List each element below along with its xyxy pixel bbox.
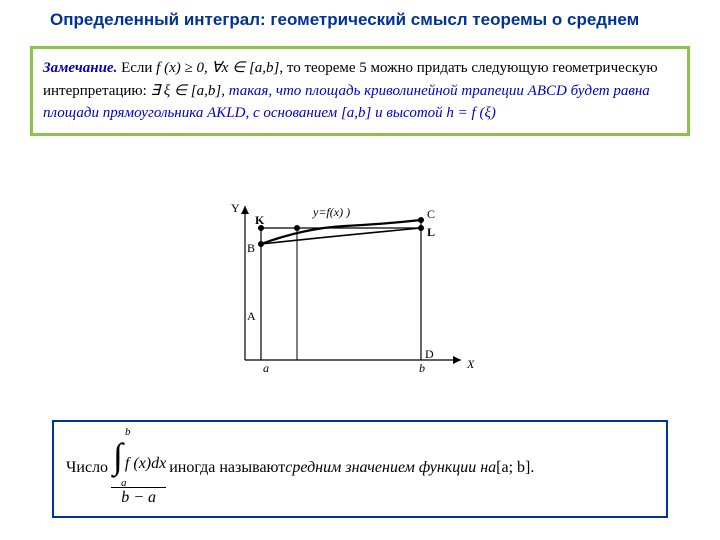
page-title: Определенный интеграл: геометрический см… <box>50 10 639 30</box>
point-C <box>418 217 424 223</box>
label-B: B <box>247 241 255 255</box>
x-axis-label: X <box>466 357 475 371</box>
label-L: L <box>427 225 435 239</box>
label-C: C <box>427 207 435 221</box>
numerator: b ∫ a f (x)dx <box>111 428 166 487</box>
mean-value-diagram: X Y y=f(x) ) A B K L C D a b <box>205 200 485 380</box>
remark-box: Замечание. Если f (x) ≥ 0, ∀x ∈ [a,b], т… <box>30 46 690 136</box>
tick-a: a <box>263 361 269 375</box>
denominator: b − a <box>111 487 166 508</box>
text: Число <box>66 459 108 477</box>
point-xi <box>294 225 300 231</box>
formula: f (x) ≥ 0, ∀x ∈ [a,b] <box>156 60 279 76</box>
mean-value-phrase: средним значением функции на <box>285 459 496 477</box>
formula: ∃ ξ ∈ [a,b] <box>151 83 222 99</box>
curve-bc <box>261 220 421 244</box>
integrand: f (x)dx <box>125 455 166 472</box>
label-A: A <box>247 309 256 323</box>
text: иногда называют <box>169 459 285 477</box>
upper-bound: b <box>125 426 131 438</box>
point-B <box>258 241 264 247</box>
mean-value-definition-box: Число b ∫ a f (x)dx b − a иногда называю… <box>52 420 668 518</box>
remark-label: Замечание. <box>43 60 117 76</box>
interval: [a; b] <box>496 459 530 477</box>
y-axis-label: Y <box>231 201 240 215</box>
point-L <box>418 225 424 231</box>
curve-label: y=f(x) ) <box>312 205 350 219</box>
label-D: D <box>425 347 434 361</box>
period: . <box>530 459 534 477</box>
label-K: K <box>255 213 265 227</box>
lower-bound: a <box>121 477 127 489</box>
tick-b: b <box>419 361 425 375</box>
integral: b ∫ a <box>111 428 125 487</box>
integral-sign: ∫ <box>113 436 123 476</box>
fraction: b ∫ a f (x)dx b − a <box>111 428 166 508</box>
text: Если <box>117 60 156 76</box>
